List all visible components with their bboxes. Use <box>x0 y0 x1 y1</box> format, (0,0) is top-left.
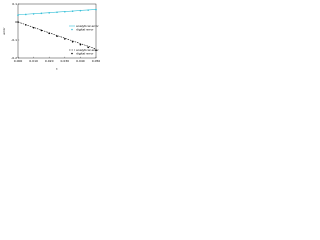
point <box>79 43 82 46</box>
y-tick-label: 0.1 <box>12 2 17 6</box>
legend-label: digital error <box>76 52 94 56</box>
x-tick-label: 0.050 <box>92 59 100 63</box>
point <box>56 35 58 38</box>
y-tick-label: -0.1 <box>11 38 17 42</box>
legend-label: analytical error <box>76 48 100 52</box>
point <box>71 41 74 43</box>
point <box>25 13 27 16</box>
plot-frame <box>17 3 97 59</box>
point <box>87 9 89 11</box>
x-axis-label: t <box>56 67 58 71</box>
point <box>95 8 97 11</box>
point <box>32 13 35 15</box>
y-tick-label: -0.2 <box>11 56 17 60</box>
point <box>40 29 43 32</box>
point <box>87 46 89 49</box>
y-axis-label: error <box>2 27 6 35</box>
x-tick-label: 0.010 <box>29 59 38 63</box>
legend-marker <box>71 28 73 31</box>
point <box>25 24 27 26</box>
x-tick-label: 0.030 <box>61 59 70 63</box>
point <box>17 14 19 16</box>
point <box>40 12 43 15</box>
point <box>17 21 19 23</box>
legend-label: analytical error <box>76 24 100 28</box>
x-tick-label: 0.020 <box>45 59 54 63</box>
page: {"chart_data":{"type":"line","x_label":"… <box>0 0 320 77</box>
point <box>79 9 82 12</box>
point <box>48 12 50 14</box>
legend-marker <box>71 52 73 55</box>
point <box>32 26 35 29</box>
point <box>95 49 97 52</box>
point <box>48 32 50 35</box>
point <box>64 10 66 13</box>
chart: t error 0.000 0.010 0.020 0.030 0.040 0.050 -0… <box>2 2 100 71</box>
point <box>71 10 74 12</box>
x-tick-label: 0.000 <box>14 59 23 63</box>
x-tick-label: 0.040 <box>76 59 85 63</box>
legend-label: digital error <box>76 28 94 32</box>
point <box>64 38 66 40</box>
y-tick-label: 0 <box>15 20 17 24</box>
point <box>56 11 58 14</box>
